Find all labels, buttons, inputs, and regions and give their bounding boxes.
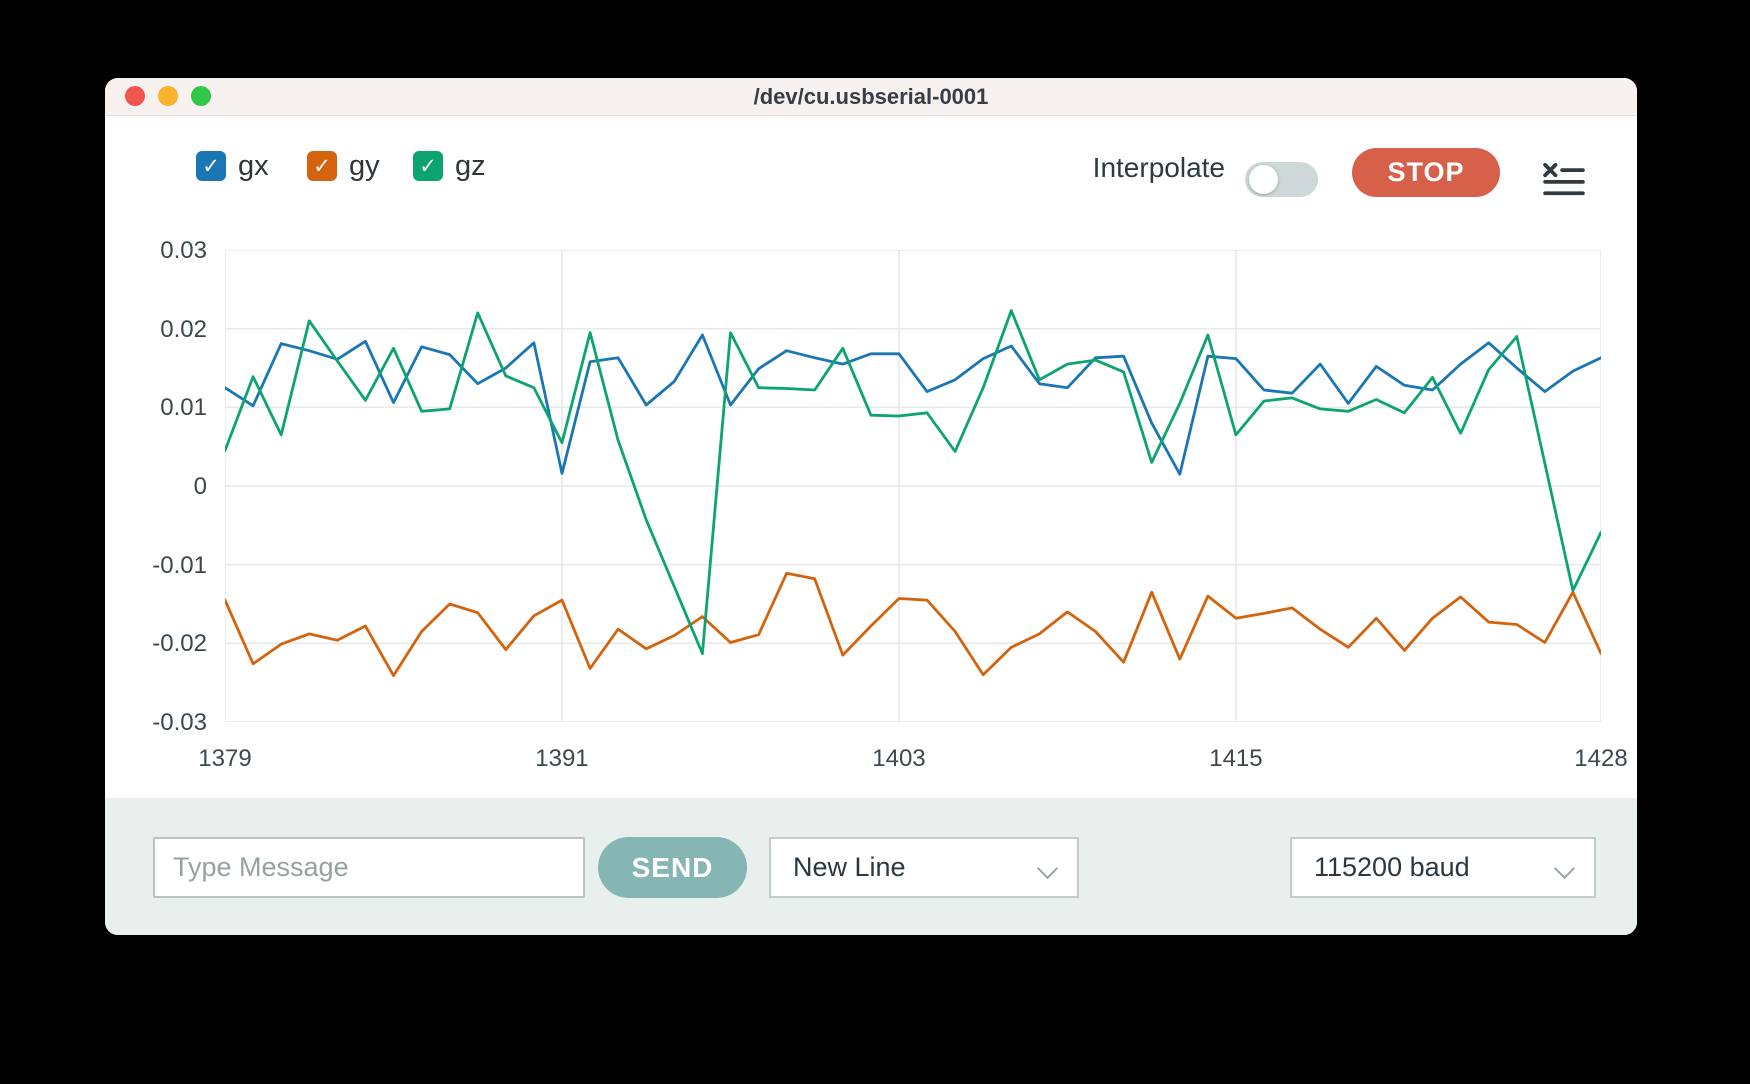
y-tick-label: -0.01: [152, 551, 207, 579]
baud-rate-select[interactable]: 115200 baud: [1290, 837, 1596, 898]
series-toggle-gx[interactable]: ✓ gx: [196, 149, 269, 183]
y-tick-label: 0.03: [160, 237, 207, 264]
toggle-knob: [1249, 165, 1278, 194]
message-input[interactable]: [153, 837, 585, 898]
y-tick-label: 0: [193, 473, 207, 500]
interpolate-label: Interpolate: [1092, 152, 1225, 183]
line-ending-select[interactable]: New Line: [769, 837, 1079, 898]
chevron-down-icon: [1036, 857, 1059, 880]
series-toggle-gy[interactable]: ✓ gy: [307, 149, 380, 183]
zoom-button[interactable]: [191, 86, 211, 106]
x-tick-label: 1391: [535, 745, 589, 772]
x-tick-label: 1379: [198, 745, 252, 772]
series-label: gy: [349, 149, 380, 182]
series-toggle-gz[interactable]: ✓ gz: [413, 149, 486, 183]
x-tick-label: 1403: [872, 745, 926, 772]
y-tick-label: 0.02: [160, 315, 207, 343]
x-tick-label: 1428: [1574, 745, 1628, 772]
checkbox-checked-icon[interactable]: ✓: [307, 151, 337, 181]
composer-bar: SEND New Line 115200 baud: [105, 798, 1637, 935]
x-tick-label: 1415: [1209, 745, 1263, 772]
minimize-button[interactable]: [158, 86, 178, 106]
baud-rate-value: 115200 baud: [1314, 852, 1470, 882]
series-gy-line: [225, 571, 1601, 678]
chevron-down-icon: [1553, 857, 1576, 880]
checkbox-checked-icon[interactable]: ✓: [413, 151, 443, 181]
app-window: /dev/cu.usbserial-0001 ✓ gx ✓ gy ✓ gz In…: [105, 78, 1637, 935]
series-label: gz: [455, 149, 486, 182]
chart-plot-area: [225, 250, 1601, 722]
title-bar: /dev/cu.usbserial-0001: [105, 78, 1637, 116]
window-title: /dev/cu.usbserial-0001: [753, 84, 989, 109]
clear-list-icon[interactable]: [1543, 163, 1585, 197]
y-tick-label: -0.02: [152, 630, 207, 658]
send-button[interactable]: SEND: [598, 837, 747, 898]
close-button[interactable]: [125, 86, 145, 106]
checkbox-checked-icon[interactable]: ✓: [196, 151, 226, 181]
y-tick-label: -0.03: [152, 709, 207, 736]
stop-button[interactable]: STOP: [1352, 148, 1500, 197]
series-label: gx: [238, 149, 269, 182]
y-tick-label: 0.01: [160, 394, 207, 422]
interpolate-toggle[interactable]: [1245, 162, 1318, 197]
line-ending-value: New Line: [793, 852, 906, 882]
series-gz-line: [225, 309, 1601, 656]
series-gx-line: [225, 333, 1601, 476]
